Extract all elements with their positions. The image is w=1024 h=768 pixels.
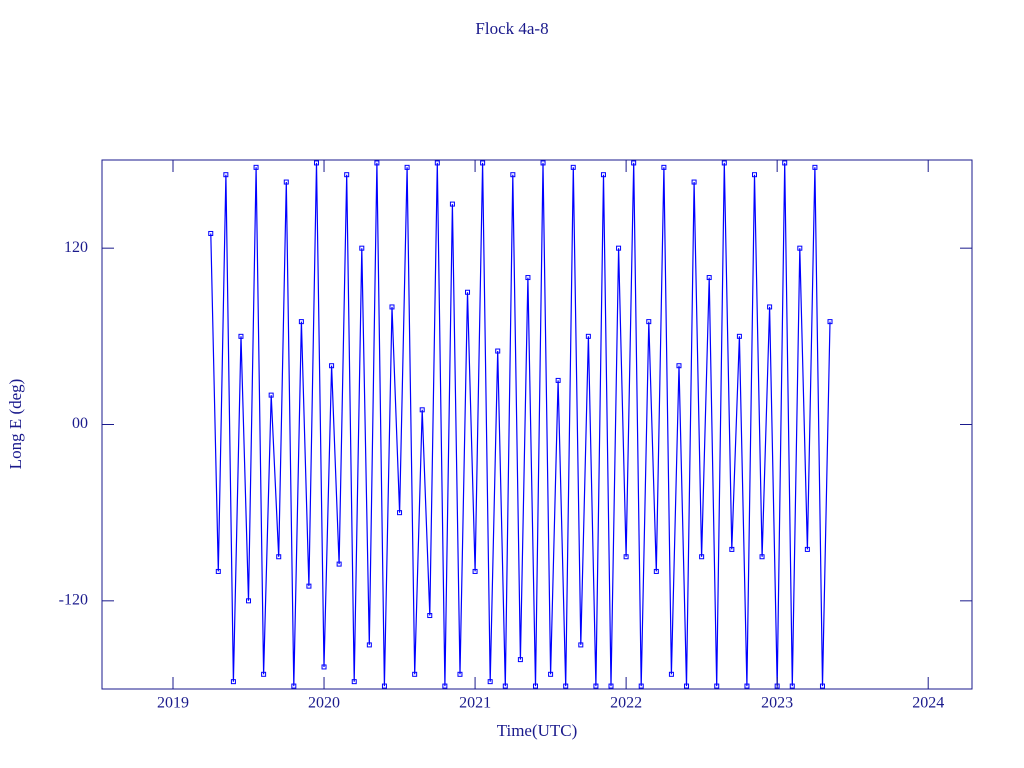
data-point: [555, 377, 561, 383]
data-point: [223, 172, 229, 178]
data-point: [306, 583, 312, 589]
data-point: [291, 683, 297, 689]
data-point: [208, 230, 214, 236]
data-point: [412, 671, 418, 677]
data-point: [457, 671, 463, 677]
data-point: [276, 554, 282, 560]
data-point: [729, 546, 735, 552]
chart-title: Flock 4a-8: [475, 19, 548, 38]
data-point: [374, 160, 380, 166]
data-point: [502, 683, 508, 689]
data-point: [736, 333, 742, 339]
data-point: [684, 683, 690, 689]
x-tick-label: 2021: [459, 695, 491, 712]
data-point: [593, 683, 599, 689]
data-point: [812, 164, 818, 170]
data-point: [344, 172, 350, 178]
data-point: [585, 333, 591, 339]
data-point: [668, 671, 674, 677]
y-axis-label: Long E (deg): [6, 379, 25, 470]
data-point: [804, 546, 810, 552]
x-tick-label: 2022: [610, 695, 642, 712]
data-point: [268, 392, 274, 398]
data-point: [389, 304, 395, 310]
data-point: [789, 683, 795, 689]
x-tick-label: 2023: [761, 695, 793, 712]
data-point: [230, 679, 236, 685]
data-point: [487, 679, 493, 685]
data-point: [351, 679, 357, 685]
data-point: [419, 407, 425, 413]
data-point: [661, 164, 667, 170]
data-point: [721, 160, 727, 166]
data-point: [638, 683, 644, 689]
data-point: [616, 245, 622, 251]
data-point: [442, 683, 448, 689]
data-point: [525, 275, 531, 281]
data-point: [563, 683, 569, 689]
data-point: [578, 642, 584, 648]
data-point: [215, 568, 221, 574]
data-point: [397, 510, 403, 516]
data-point: [819, 683, 825, 689]
data-point: [752, 172, 757, 178]
data-point: [548, 671, 554, 677]
data-point: [366, 642, 372, 648]
series-line: [210, 162, 831, 687]
data-point: [706, 275, 712, 281]
data-point: [797, 245, 803, 251]
data-point: [608, 683, 614, 689]
y-tick-label: 00: [72, 415, 88, 432]
data-point: [246, 598, 252, 604]
data-point: [759, 554, 765, 560]
data-point: [404, 164, 410, 170]
data-point: [676, 363, 682, 369]
data-point: [434, 160, 440, 166]
data-point: [298, 319, 304, 325]
data-point: [238, 333, 244, 339]
data-point: [283, 179, 289, 185]
data-point: [714, 683, 720, 689]
data-point: [517, 657, 523, 663]
data-point: [570, 164, 576, 170]
data-point: [631, 160, 637, 166]
y-tick-label: 120: [64, 239, 88, 256]
data-point: [646, 319, 652, 325]
data-point: [253, 164, 259, 170]
data-point: [532, 683, 538, 689]
data-point: [699, 554, 705, 560]
data-point: [321, 664, 327, 670]
data-point: [767, 304, 773, 310]
data-point: [313, 160, 319, 166]
data-point: [359, 245, 365, 251]
data-point: [623, 554, 629, 560]
data-point: [336, 561, 342, 567]
data-point: [782, 160, 788, 166]
data-point: [329, 363, 335, 369]
data-point: [827, 319, 833, 325]
data-point: [691, 179, 697, 185]
data-point: [261, 671, 267, 677]
data-point: [381, 683, 387, 689]
data-point: [465, 289, 471, 295]
data-point: [510, 172, 516, 178]
data-point: [653, 568, 659, 574]
x-tick-label: 2024: [912, 695, 944, 712]
data-point: [540, 160, 546, 166]
data-point: [472, 568, 478, 574]
data-point: [480, 160, 486, 166]
data-point: [449, 201, 455, 207]
x-axis-label: Time(UTC): [497, 721, 578, 740]
y-tick-label: -120: [59, 592, 88, 609]
data-point: [427, 613, 433, 619]
data-point: [495, 348, 501, 354]
data-point: [600, 172, 606, 178]
x-tick-label: 2019: [157, 695, 189, 712]
data-point: [744, 683, 750, 689]
x-tick-label: 2020: [308, 695, 340, 712]
